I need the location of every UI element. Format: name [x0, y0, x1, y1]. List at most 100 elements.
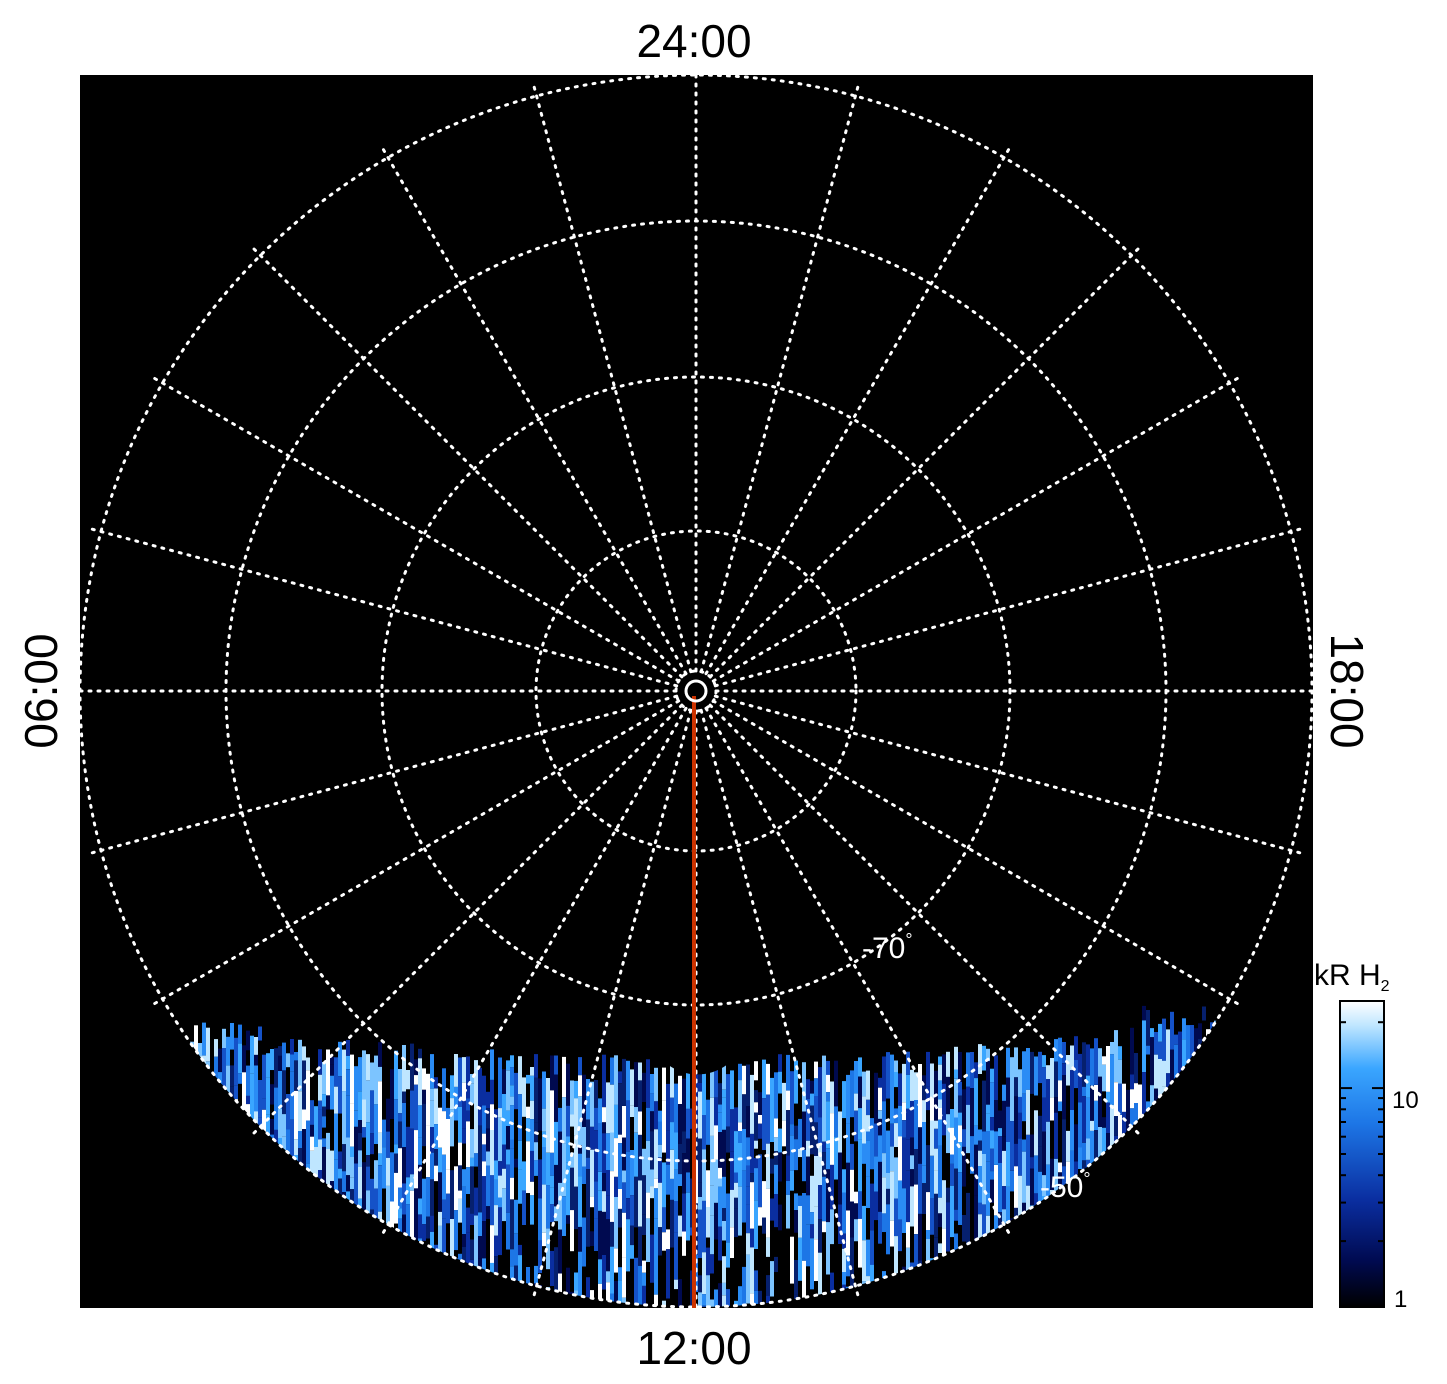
emission-streak — [354, 1126, 358, 1164]
emission-streak — [850, 1070, 854, 1118]
emission-streak — [530, 1100, 534, 1120]
emission-streak — [982, 1154, 986, 1205]
emission-streak — [1146, 1010, 1150, 1046]
emission-streak — [486, 1206, 490, 1219]
emission-streak — [754, 1080, 758, 1091]
emission-streak — [882, 1101, 886, 1153]
emission-streak — [886, 1173, 890, 1189]
emission-streak — [310, 1136, 314, 1151]
emission-streak — [878, 1118, 882, 1136]
emission-streak — [486, 1165, 490, 1207]
emission-streak — [1070, 1110, 1074, 1151]
emission-streak — [766, 1188, 770, 1238]
emission-streak — [722, 1097, 726, 1130]
emission-streak — [1186, 1025, 1190, 1064]
emission-streak — [662, 1152, 666, 1163]
emission-streak — [206, 1027, 210, 1062]
emission-streak — [702, 1115, 706, 1150]
emission-streak — [878, 1135, 882, 1162]
emission-streak — [1126, 1089, 1130, 1126]
emission-streak — [302, 1129, 306, 1171]
emission-streak — [1026, 1306, 1030, 1307]
emission-streak — [258, 1026, 262, 1041]
emission-streak — [902, 1137, 906, 1189]
emission-streak — [994, 1215, 998, 1235]
emission-streak — [734, 1059, 738, 1108]
emission-streak — [510, 1139, 514, 1149]
emission-streak — [654, 1218, 658, 1249]
emission-streak — [326, 1306, 330, 1307]
emission-streak — [386, 1157, 390, 1186]
emission-streak — [342, 1144, 346, 1172]
emission-streak — [838, 1254, 842, 1293]
emission-streak — [486, 1108, 490, 1129]
emission-streak — [414, 1188, 418, 1203]
emission-streak — [318, 1100, 322, 1110]
colorbar-tick-label-10: 10 — [1392, 1087, 1419, 1114]
emission-streak — [994, 1165, 998, 1216]
emission-streak — [930, 1063, 934, 1099]
emission-streak — [774, 1272, 778, 1285]
emission-streak — [278, 1055, 282, 1071]
emission-streak — [1090, 1130, 1094, 1165]
emission-streak — [1078, 1053, 1082, 1103]
emission-streak — [442, 1154, 446, 1200]
emission-streak — [1082, 1096, 1086, 1143]
emission-streak — [786, 1262, 790, 1307]
emission-streak — [270, 1303, 274, 1307]
emission-streak — [274, 1087, 278, 1130]
emission-streak — [786, 1090, 790, 1111]
emission-streak — [774, 1227, 778, 1257]
emission-streak — [530, 1224, 534, 1252]
emission-streak — [1042, 1097, 1046, 1132]
emission-streak — [570, 1114, 574, 1127]
emission-streak — [270, 1119, 274, 1135]
emission-streak — [450, 1098, 454, 1110]
emission-streak — [322, 1146, 326, 1186]
emission-streak — [810, 1105, 814, 1155]
emission-streak — [286, 1094, 290, 1130]
emission-streak — [782, 1082, 786, 1121]
emission-streak — [562, 1196, 566, 1236]
emission-streak — [338, 1168, 342, 1179]
emission-streak — [790, 1170, 794, 1191]
emission-streak — [638, 1080, 642, 1112]
emission-streak — [938, 1145, 942, 1198]
emission-streak — [522, 1054, 526, 1078]
emission-streak — [1062, 1042, 1066, 1064]
emission-streak — [910, 1246, 914, 1263]
emission-streak — [870, 1169, 874, 1184]
emission-streak — [794, 1210, 798, 1233]
emission-streak — [490, 1130, 494, 1176]
emission-streak — [1054, 1112, 1058, 1159]
emission-streak — [554, 1164, 558, 1207]
emission-streak — [598, 1098, 602, 1123]
emission-streak — [550, 1175, 554, 1188]
emission-streak — [1106, 1091, 1110, 1103]
emission-streak — [862, 1096, 866, 1144]
emission-streak — [530, 1181, 534, 1196]
emission-streak — [794, 1139, 798, 1171]
emission-streak — [1058, 1172, 1062, 1199]
emission-streak — [678, 1186, 682, 1216]
emission-streak — [846, 1055, 850, 1075]
local-time-label-top: 24:00 — [636, 15, 751, 67]
emission-streak — [586, 1119, 590, 1158]
emission-streak — [946, 1153, 950, 1188]
emission-streak — [1162, 1060, 1166, 1087]
emission-streak — [462, 1143, 466, 1170]
emission-streak — [582, 1074, 586, 1127]
emission-streak — [986, 1048, 990, 1062]
emission-streak — [362, 1127, 366, 1138]
emission-streak — [1058, 1101, 1062, 1112]
emission-streak — [550, 1090, 554, 1127]
emission-streak — [566, 1105, 570, 1137]
emission-streak — [702, 1149, 706, 1201]
emission-streak — [422, 1089, 426, 1104]
emission-streak — [390, 1054, 394, 1070]
emission-streak — [738, 1080, 742, 1123]
emission-streak — [594, 1107, 598, 1131]
emission-streak — [846, 1276, 850, 1287]
emission-streak — [474, 1166, 478, 1188]
emission-streak — [374, 1144, 378, 1161]
